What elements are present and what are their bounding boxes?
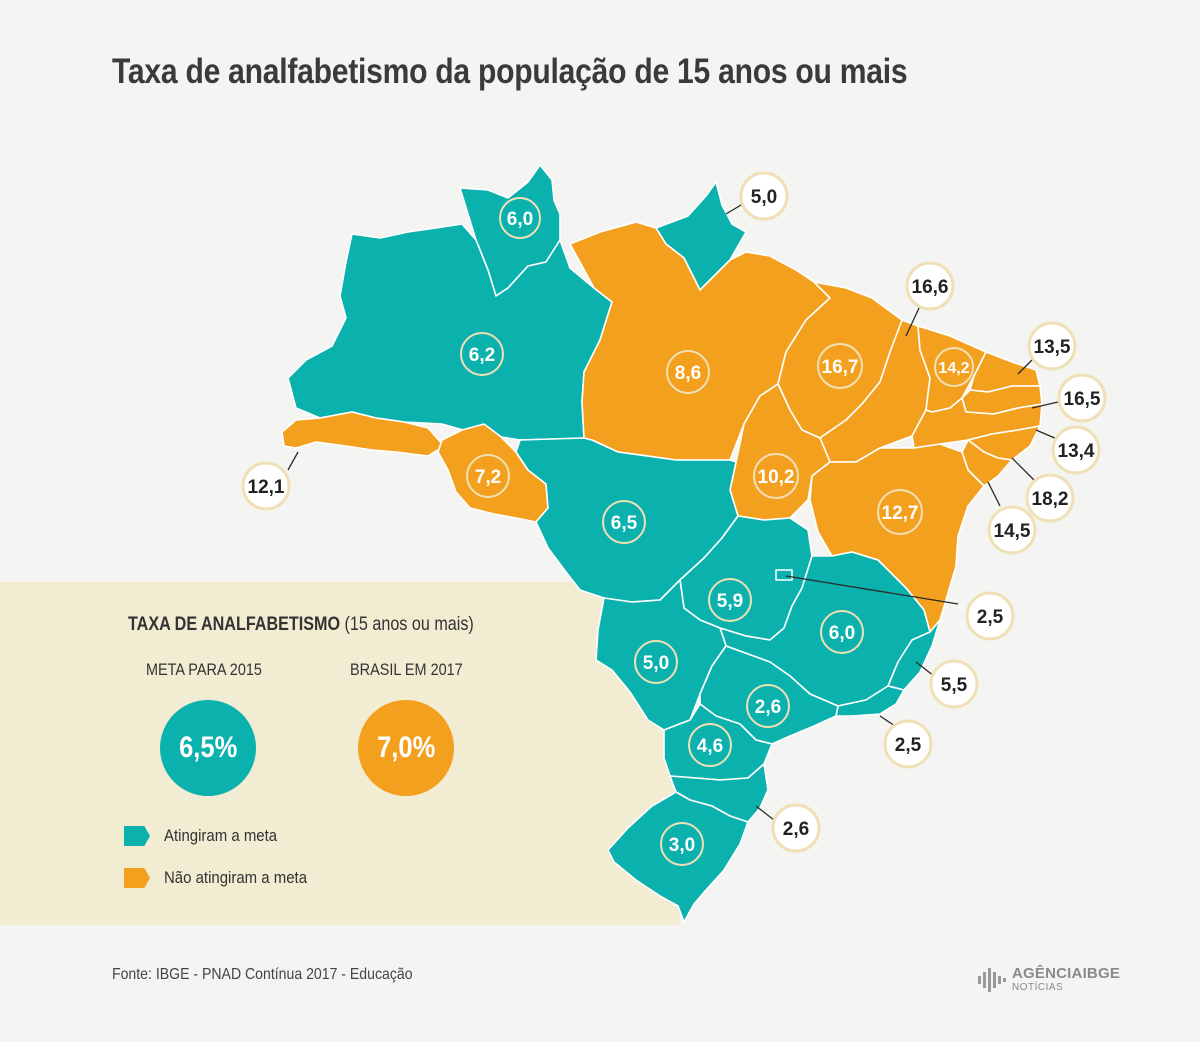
svg-text:4,6: 4,6 bbox=[697, 736, 723, 757]
goal-value: 6,5% bbox=[178, 731, 238, 764]
label-pi: 16,6 bbox=[905, 261, 955, 311]
svg-text:12,1: 12,1 bbox=[248, 477, 285, 498]
svg-text:13,4: 13,4 bbox=[1058, 441, 1095, 462]
label-sp: 2,6 bbox=[746, 684, 790, 728]
label-mg: 6,0 bbox=[820, 610, 864, 654]
svg-text:16,6: 16,6 bbox=[912, 277, 949, 298]
goal-circle: 6,5% bbox=[160, 700, 256, 796]
svg-text:6,5: 6,5 bbox=[611, 513, 638, 534]
svg-text:3,0: 3,0 bbox=[669, 835, 695, 856]
legend-item-met: Atingiram a meta bbox=[124, 824, 293, 848]
svg-text:13,5: 13,5 bbox=[1034, 337, 1071, 358]
label-rs: 3,0 bbox=[660, 822, 704, 866]
brazil-circle: 7,0% bbox=[358, 700, 454, 796]
svg-text:6,2: 6,2 bbox=[469, 345, 495, 366]
label-to: 10,2 bbox=[753, 453, 799, 499]
label-al: 18,2 bbox=[1025, 473, 1075, 523]
svg-text:7,2: 7,2 bbox=[475, 467, 501, 488]
svg-text:2,6: 2,6 bbox=[783, 819, 809, 840]
svg-text:16,7: 16,7 bbox=[822, 357, 859, 378]
svg-text:18,2: 18,2 bbox=[1032, 489, 1069, 510]
svg-text:5,5: 5,5 bbox=[941, 675, 968, 696]
label-ba: 12,7 bbox=[877, 489, 923, 535]
svg-text:14,5: 14,5 bbox=[994, 521, 1031, 542]
svg-text:2,5: 2,5 bbox=[895, 735, 922, 756]
agencia-ibge-logo: AGÊNCIAIBGE NOTÍCIAS bbox=[978, 966, 1120, 1000]
label-go: 5,9 bbox=[708, 578, 752, 622]
label-ms: 5,0 bbox=[634, 640, 678, 684]
label-es: 5,5 bbox=[929, 659, 979, 709]
panel-title: TAXA DE ANALFABETISMO (15 anos ou mais) bbox=[128, 614, 474, 636]
svg-text:5,9: 5,9 bbox=[717, 591, 743, 612]
svg-text:6,0: 6,0 bbox=[829, 623, 855, 644]
label-mt: 6,5 bbox=[602, 500, 646, 544]
svg-text:2,5: 2,5 bbox=[977, 607, 1004, 628]
svg-text:12,7: 12,7 bbox=[882, 503, 919, 524]
state-rj bbox=[835, 685, 905, 717]
logo-line-2: NOTÍCIAS bbox=[1012, 982, 1064, 993]
ibge-logo-icon bbox=[978, 966, 1006, 994]
label-sc: 2,6 bbox=[771, 803, 821, 853]
svg-text:16,5: 16,5 bbox=[1064, 389, 1101, 410]
label-pe: 13,4 bbox=[1051, 425, 1101, 475]
page-title: Taxa de analfabetismo da população de 15… bbox=[112, 52, 908, 91]
state-df bbox=[775, 569, 793, 581]
label-pb: 16,5 bbox=[1057, 373, 1107, 423]
panel-title-main: TAXA DE ANALFABETISMO bbox=[128, 614, 341, 635]
label-df: 2,5 bbox=[965, 591, 1015, 641]
state-am bbox=[287, 223, 613, 441]
legend-swatch-not-met bbox=[124, 868, 150, 888]
label-se: 14,5 bbox=[987, 505, 1037, 555]
svg-text:5,0: 5,0 bbox=[643, 653, 669, 674]
goal-label: META PARA 2015 bbox=[146, 660, 262, 679]
label-rr: 6,0 bbox=[499, 197, 541, 239]
state-sp bbox=[699, 645, 839, 745]
label-rj: 2,5 bbox=[883, 719, 933, 769]
svg-text:10,2: 10,2 bbox=[758, 467, 795, 488]
svg-text:2,6: 2,6 bbox=[755, 697, 781, 718]
label-rn: 13,5 bbox=[1027, 321, 1077, 371]
logo-line-1: AGÊNCIAIBGE bbox=[1012, 965, 1121, 982]
svg-text:8,6: 8,6 bbox=[675, 363, 701, 384]
svg-text:6,0: 6,0 bbox=[507, 209, 533, 230]
state-es bbox=[887, 619, 941, 691]
brazil-value: 7,0% bbox=[376, 731, 436, 764]
legend-label-not-met: Não atingiram a meta bbox=[164, 868, 308, 887]
source-note: Fonte: IBGE - PNAD Contínua 2017 - Educa… bbox=[112, 966, 413, 983]
brazil-label: BRASIL EM 2017 bbox=[350, 660, 463, 679]
legend-label-met: Atingiram a meta bbox=[164, 826, 278, 845]
label-pa: 8,6 bbox=[666, 350, 710, 394]
label-ac: 12,1 bbox=[241, 461, 291, 511]
svg-text:5,0: 5,0 bbox=[751, 187, 777, 208]
label-ap: 5,0 bbox=[739, 171, 789, 221]
label-ro: 7,2 bbox=[466, 454, 510, 498]
legend-item-not-met: Não atingiram a meta bbox=[124, 866, 327, 890]
legend-swatch-met bbox=[124, 826, 150, 846]
legend-panel bbox=[0, 582, 680, 925]
label-ma: 16,7 bbox=[817, 343, 863, 389]
label-am: 6,2 bbox=[460, 332, 504, 376]
panel-title-sub: (15 anos ou mais) bbox=[344, 614, 474, 635]
state-rs bbox=[607, 791, 749, 923]
state-ac bbox=[281, 411, 445, 457]
label-pr: 4,6 bbox=[688, 723, 732, 767]
label-ce: 14,2 bbox=[934, 347, 974, 387]
svg-text:14,2: 14,2 bbox=[938, 360, 969, 377]
state-ba bbox=[809, 443, 985, 633]
